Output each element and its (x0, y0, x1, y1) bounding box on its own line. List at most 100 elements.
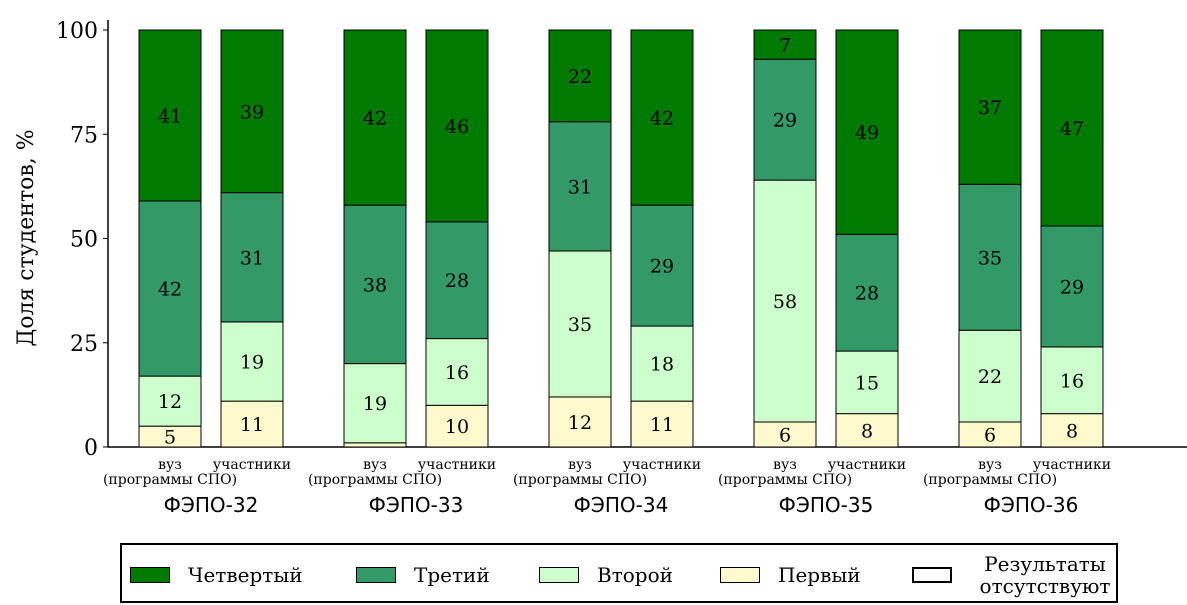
legend-swatch-missing (912, 567, 952, 583)
bar-category-label: (программы СПО) (513, 472, 647, 488)
y-tick-label: 0 (84, 436, 98, 461)
data-label: 35 (568, 314, 592, 336)
data-label: 58 (773, 291, 797, 313)
bar-category-label: (программы СПО) (308, 472, 442, 488)
bar-category-label: (программы СПО) (718, 472, 852, 488)
group-label: ФЭПО-36 (984, 493, 1079, 517)
bar-segment (753, 29, 817, 60)
y-tick-label: 75 (70, 123, 98, 148)
legend-swatch-second (539, 567, 579, 583)
bar-category-label: вуз (773, 457, 797, 473)
data-label: 22 (978, 366, 1002, 388)
bar-category-label: (программы СПО) (923, 472, 1057, 488)
bar-segment (630, 204, 694, 327)
legend-label-first: Первый (778, 563, 861, 587)
data-label: 46 (445, 116, 469, 138)
data-label: 37 (978, 97, 1002, 119)
data-label: 28 (445, 270, 469, 292)
bar-segment (835, 29, 899, 235)
bar-segment (548, 29, 612, 123)
chart-legend: Четвертый Третий Второй Первый Результат… (120, 543, 1118, 603)
data-label: 8 (1066, 420, 1078, 442)
data-label: 42 (363, 108, 387, 130)
data-label: 49 (855, 122, 879, 144)
data-label: 31 (240, 247, 264, 269)
data-label: 42 (650, 108, 674, 130)
legend-label-fourth: Четвертый (188, 563, 303, 587)
bar-segment (220, 321, 284, 402)
bar-segment (425, 404, 489, 448)
bar-segment (220, 192, 284, 323)
legend-entry-fourth: Четвертый (130, 545, 303, 605)
y-tick-label: 100 (56, 19, 98, 44)
legend-entry-missing: Результаты отсутствуют (912, 545, 1120, 605)
data-label: 31 (568, 176, 592, 198)
legend-entry-second: Второй (539, 545, 673, 605)
bar-category-label: вуз (158, 457, 182, 473)
legend-entry-third: Третий (356, 545, 490, 605)
y-axis-label: Доля студентов, % (14, 129, 39, 346)
data-label: 35 (978, 247, 1002, 269)
bar-segment (835, 350, 899, 415)
bar-category-label: вуз (568, 457, 592, 473)
data-label: 29 (773, 110, 797, 132)
data-label: 28 (855, 283, 879, 305)
data-label: 19 (240, 352, 264, 374)
bar-segment (548, 396, 612, 448)
bar-category-label: участники (828, 457, 906, 473)
data-label: 6 (779, 424, 791, 446)
group-label: ФЭПО-33 (369, 493, 464, 517)
bar-segment (1040, 346, 1104, 415)
data-label: 29 (1060, 276, 1084, 298)
group-label: ФЭПО-34 (574, 493, 669, 517)
bar-category-label: участники (1033, 457, 1111, 473)
data-label: 39 (240, 101, 264, 123)
bar-segment (1040, 225, 1104, 348)
group-label: ФЭПО-35 (779, 493, 874, 517)
data-label: 42 (158, 279, 182, 301)
bar-segment (548, 250, 612, 398)
bar-segment (425, 221, 489, 340)
legend-swatch-fourth (130, 567, 170, 583)
bar-category-label: (программы СПО) (103, 472, 237, 488)
bar-segment (548, 121, 612, 252)
data-label: 11 (650, 414, 674, 436)
data-label: 12 (568, 412, 592, 434)
legend-swatch-first (720, 567, 760, 583)
group-label: ФЭПО-32 (164, 493, 259, 517)
bar-category-label: вуз (363, 457, 387, 473)
data-label: 16 (1060, 370, 1084, 392)
data-label: 10 (445, 416, 469, 438)
y-tick-label: 50 (70, 228, 98, 253)
data-label: 19 (363, 393, 387, 415)
data-label: 11 (240, 414, 264, 436)
data-label: 12 (158, 391, 182, 413)
legend-entry-first: Первый (720, 545, 861, 605)
bar-category-label: участники (213, 457, 291, 473)
bar-segment (138, 29, 202, 202)
legend-swatch-third (356, 567, 396, 583)
y-tick-label: 25 (70, 332, 98, 357)
data-label: 8 (861, 420, 873, 442)
bar-segment (753, 421, 817, 448)
bar-segment (425, 29, 489, 223)
bar-segment (958, 29, 1022, 185)
data-label: 6 (984, 424, 996, 446)
legend-label-third: Третий (414, 563, 490, 587)
bar-category-label: вуз (978, 457, 1002, 473)
data-label: 5 (164, 427, 176, 449)
data-label: 18 (650, 354, 674, 376)
bar-segment (343, 29, 407, 206)
data-label: 41 (158, 105, 182, 127)
bar-category-label: участники (623, 457, 701, 473)
legend-label-missing: Результаты отсутствуют (979, 552, 1111, 598)
bar-segment (630, 29, 694, 206)
bar-segment (220, 400, 284, 448)
bar-segment (138, 200, 202, 377)
bar-segment (835, 413, 899, 448)
data-label: 15 (855, 372, 879, 394)
data-label: 7 (779, 35, 791, 57)
data-label: 29 (650, 256, 674, 278)
data-label: 22 (568, 66, 592, 88)
